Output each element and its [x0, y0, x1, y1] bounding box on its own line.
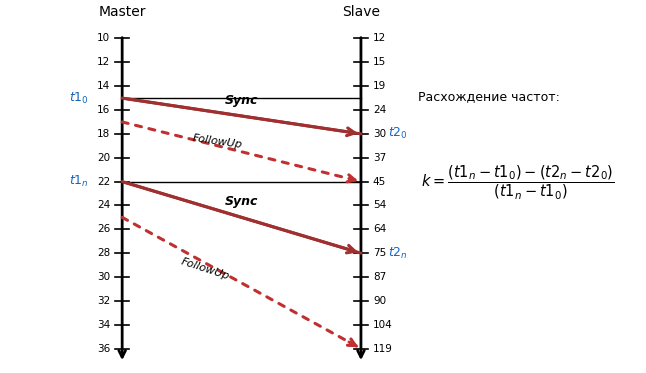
Text: $t1_n$: $t1_n$ — [69, 174, 89, 189]
Text: 36: 36 — [97, 344, 110, 354]
Text: 104: 104 — [373, 320, 393, 330]
Text: 30: 30 — [97, 272, 110, 282]
Text: Расхождение частот:: Расхождение частот: — [418, 90, 559, 103]
Text: 54: 54 — [373, 200, 386, 210]
Text: 22: 22 — [97, 176, 110, 186]
Text: 16: 16 — [97, 105, 110, 115]
Text: 30: 30 — [373, 129, 386, 139]
Text: 87: 87 — [373, 272, 386, 282]
Text: 20: 20 — [97, 153, 110, 163]
Text: Sync: Sync — [225, 94, 258, 107]
Text: 14: 14 — [97, 81, 110, 91]
Text: FollowUp: FollowUp — [180, 256, 231, 281]
Text: 119: 119 — [373, 344, 393, 354]
Text: 15: 15 — [373, 57, 386, 67]
Text: FollowUp: FollowUp — [192, 133, 244, 150]
Text: $t1_0$: $t1_0$ — [69, 91, 89, 106]
Text: Sync: Sync — [225, 195, 258, 209]
Text: 10: 10 — [97, 34, 110, 43]
Text: 18: 18 — [97, 129, 110, 139]
Text: $k=\dfrac{(t1_n-t1_0)-(t2_n-t2_0)}{(t1_n-t1_0)}$: $k=\dfrac{(t1_n-t1_0)-(t2_n-t2_0)}{(t1_n… — [421, 163, 614, 201]
Text: 28: 28 — [97, 248, 110, 258]
Text: 34: 34 — [97, 320, 110, 330]
Text: 32: 32 — [97, 296, 110, 306]
Text: $t2_n$: $t2_n$ — [388, 245, 408, 261]
Text: 12: 12 — [97, 57, 110, 67]
Text: $t2_0$: $t2_0$ — [388, 126, 408, 141]
Text: 24: 24 — [373, 105, 386, 115]
Text: 12: 12 — [373, 34, 386, 43]
Text: 26: 26 — [97, 224, 110, 234]
Text: 75: 75 — [373, 248, 386, 258]
Text: Slave: Slave — [342, 4, 380, 19]
Text: 24: 24 — [97, 200, 110, 210]
Text: 19: 19 — [373, 81, 386, 91]
Text: 37: 37 — [373, 153, 386, 163]
Text: Master: Master — [98, 4, 146, 19]
Text: 64: 64 — [373, 224, 386, 234]
Text: 90: 90 — [373, 296, 386, 306]
Text: 45: 45 — [373, 176, 386, 186]
